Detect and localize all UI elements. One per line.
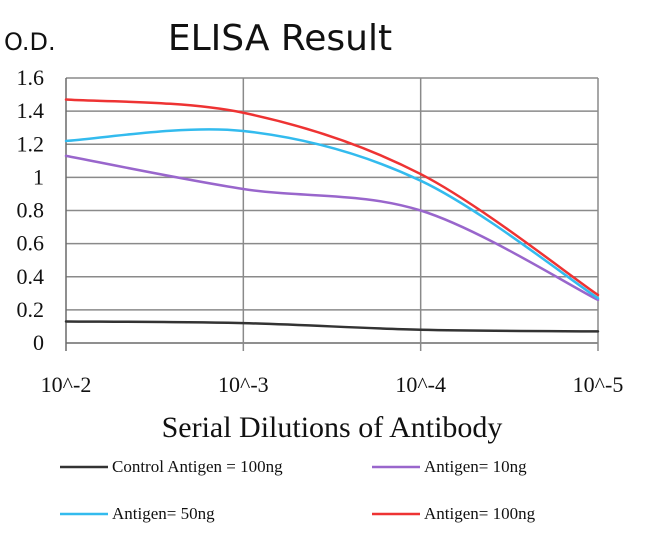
series-lines [64,98,600,333]
chart-title: ELISA Result [168,18,392,59]
y-tick-label: 0.4 [17,264,45,289]
legend-label: Antigen= 50ng [112,504,215,523]
series-line-3 [64,98,600,297]
y-tick-label: 0.2 [17,297,45,322]
legend-label: Control Antigen = 100ng [112,457,283,476]
y-tick-label: 0.6 [17,231,45,256]
legend: Control Antigen = 100ng Antigen= 10ng Anti… [60,457,536,523]
y-tick-labels: 0 0.2 0.4 0.6 0.8 1 1.2 1.4 1.6 [17,65,45,355]
y-tick-label: 0 [33,330,44,355]
y-tick-label: 1 [33,164,44,189]
y-tick-label: 0.8 [17,198,45,223]
x-tick-label: 10^-5 [573,372,624,397]
grid-lines [65,77,599,351]
series-line-0 [64,320,600,333]
y-axis-label: O.D. [4,28,56,56]
legend-label: Antigen= 100ng [424,504,536,523]
x-axis-label: Serial Dilutions of Antibody [162,411,503,444]
y-tick-label: 1.4 [17,98,45,123]
series-line-1 [64,154,600,302]
x-tick-label: 10^-4 [395,372,446,397]
x-tick-label: 10^-3 [218,372,269,397]
x-tick-label: 10^-2 [41,372,92,397]
legend-label: Antigen= 10ng [424,457,527,476]
x-tick-labels: 10^-2 10^-3 10^-4 10^-5 [41,372,624,397]
y-tick-label: 1.2 [17,131,45,156]
y-tick-label: 1.6 [17,65,45,90]
series-line-2 [64,128,600,300]
